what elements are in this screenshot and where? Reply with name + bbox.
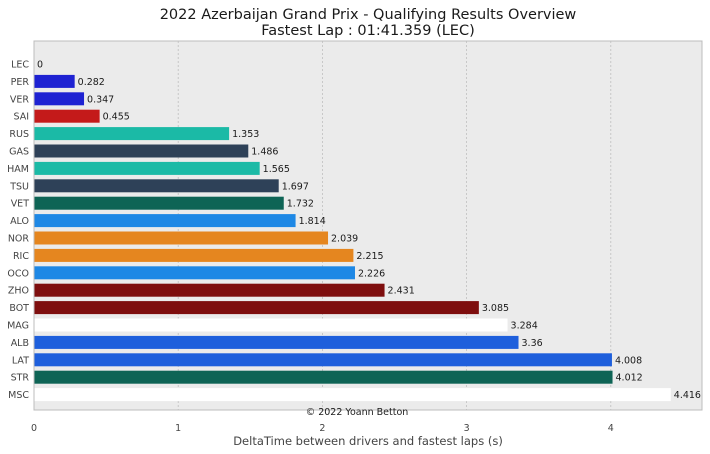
- chart-title: 2022 Azerbaijan Grand Prix - Qualifying …: [160, 7, 577, 23]
- y-tick-label: RUS: [9, 129, 29, 140]
- x-axis-label: DeltaTime between drivers and fastest la…: [233, 434, 503, 448]
- bar-nor: [34, 231, 329, 245]
- y-tick-label: RIC: [13, 251, 29, 262]
- data-label: 4.008: [615, 355, 642, 366]
- plot-frame: [33, 40, 703, 411]
- data-label: 1.697: [282, 181, 309, 192]
- bar-per: [34, 74, 75, 88]
- x-tick-label: 4: [608, 423, 614, 434]
- bar-msc: [34, 388, 671, 402]
- y-tick-label: TSU: [9, 181, 29, 192]
- chart-subtitle: Fastest Lap : 01:41.359 (LEC): [261, 23, 475, 39]
- bar-zho: [34, 283, 385, 297]
- y-tick-label: LEC: [11, 60, 29, 71]
- bar-sai: [34, 109, 100, 123]
- x-tick-label: 3: [464, 423, 470, 434]
- data-label: 4.012: [616, 373, 643, 384]
- data-label: 0: [37, 60, 43, 71]
- bar-alo: [34, 214, 296, 228]
- data-label: 3.085: [482, 303, 509, 314]
- y-tick-label: HAM: [7, 164, 29, 175]
- data-label: 2.215: [356, 251, 383, 262]
- data-label: 3.284: [511, 321, 538, 332]
- data-label: 0.282: [78, 77, 105, 88]
- y-tick-label: LAT: [12, 355, 29, 366]
- bar-str: [34, 370, 613, 384]
- data-label: 4.416: [674, 390, 701, 401]
- y-tick-label: ZHO: [8, 286, 29, 297]
- bars-layer: [34, 74, 671, 402]
- data-label: 2.226: [358, 268, 385, 279]
- data-label: 1.486: [251, 147, 278, 158]
- bar-rus: [34, 127, 230, 141]
- data-label: 2.039: [331, 234, 358, 245]
- x-tick-label: 2: [319, 423, 325, 434]
- bar-mag: [34, 318, 508, 332]
- bar-vet: [34, 196, 284, 210]
- y-tick-label: ALO: [10, 216, 29, 227]
- y-tick-label: VET: [11, 199, 30, 210]
- labels-layer: 0 0.282 0.347 0.455 1.353 1.486 1.565 1.697 1.73…: [37, 60, 701, 402]
- data-label: 1.353: [232, 129, 259, 140]
- bar-lat: [34, 353, 612, 367]
- y-tick-label: MAG: [7, 321, 29, 332]
- data-label: 1.565: [263, 164, 290, 175]
- x-tick-label: 1: [175, 423, 181, 434]
- data-label: 3.36: [522, 338, 543, 349]
- y-tick-label: BOT: [9, 303, 29, 314]
- bar-bot: [34, 301, 479, 315]
- bar-ver: [34, 92, 85, 106]
- bar-tsu: [34, 179, 279, 193]
- bar-ham: [34, 161, 260, 175]
- y-tick-label: SAI: [13, 112, 29, 123]
- x-tick-label: 0: [31, 423, 37, 434]
- y-tick-label: NOR: [8, 234, 30, 245]
- y-tick-label: VER: [10, 94, 30, 105]
- bar-alb: [34, 335, 519, 349]
- y-tick-label: STR: [11, 373, 30, 384]
- data-label: 1.814: [299, 216, 326, 227]
- y-tick-label: MSC: [8, 390, 29, 401]
- y-tick-label: ALB: [11, 338, 29, 349]
- y-tick-label: PER: [11, 77, 30, 88]
- bar-ric: [34, 248, 354, 262]
- data-label: 2.431: [388, 286, 415, 297]
- data-label: 0.455: [103, 112, 130, 123]
- credit-annotation: © 2022 Yoann Betton: [306, 407, 409, 418]
- bar-gas: [34, 144, 249, 158]
- data-label: 0.347: [87, 94, 114, 105]
- y-tick-label: OCO: [7, 268, 29, 279]
- ticks-layer: 0 1 2 3 4 LEC PER VER SAI RUS GAS HAM TSU VET ALO NOR RI…: [7, 60, 614, 435]
- data-label: 1.732: [287, 199, 314, 210]
- y-tick-label: GAS: [9, 147, 29, 158]
- bar-oco: [34, 266, 355, 280]
